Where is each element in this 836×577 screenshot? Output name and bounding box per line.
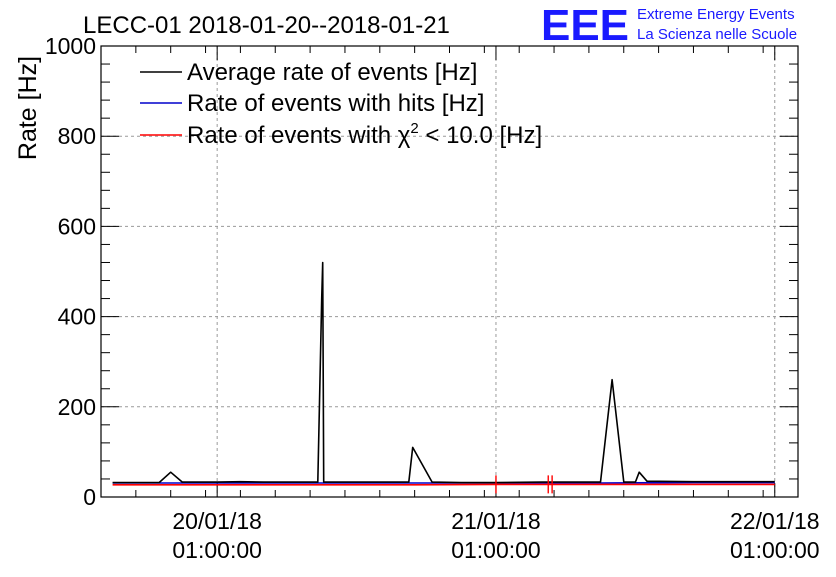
x-tick-label: 22/01/18 01:00:00 (730, 508, 820, 563)
eee-logo-mark: EEE (541, 1, 629, 50)
legend-label-average: Average rate of events [Hz] (187, 59, 477, 86)
x-tick-label-date: 21/01/18 (451, 508, 541, 534)
y-axis-label: Rate [Hz] (14, 56, 42, 160)
y-tick-labels: 0 200 400 600 800 1000 (45, 33, 96, 510)
x-tick-label: 21/01/18 01:00:00 (451, 508, 541, 563)
x-tick-label-date: 22/01/18 (730, 508, 820, 534)
y-tick-label: 800 (58, 123, 96, 149)
legend-chi2-symbol: χ (398, 122, 411, 149)
x-tick-label: 20/01/18 01:00:00 (172, 508, 262, 563)
legend-chi2-prefix: Rate of events with (187, 122, 398, 149)
x-tick-label-date: 20/01/18 (172, 508, 262, 534)
x-tick-label-time: 01:00:00 (451, 537, 541, 563)
x-tick-label-time: 01:00:00 (730, 537, 820, 563)
y-tick-label: 1000 (45, 33, 96, 59)
x-tick-label-time: 01:00:00 (172, 537, 262, 563)
legend-chi2-superscript: 2 (410, 120, 418, 137)
y-tick-label: 600 (58, 213, 96, 239)
y-tick-label: 0 (83, 484, 96, 510)
series (113, 263, 775, 494)
legend-label-hits: Rate of events with hits [Hz] (187, 90, 484, 117)
series-line-average (113, 263, 775, 483)
eee-logo-line2: La Scienza nelle Scuole (637, 26, 797, 43)
y-tick-label: 400 (58, 304, 96, 330)
chart-title: LECC-01 2018-01-20--2018-01-21 (83, 12, 450, 39)
legend: Average rate of events [Hz] Rate of even… (140, 59, 542, 149)
eee-logo-line1: Extreme Energy Events (637, 6, 795, 23)
eee-logo: EEE Extreme Energy Events La Scienza nel… (541, 1, 797, 50)
legend-label-chi2: Rate of events with χ2 < 10.0 [Hz] (187, 120, 542, 149)
y-tick-label: 200 (58, 394, 96, 420)
legend-chi2-suffix: < 10.0 [Hz] (419, 122, 542, 149)
